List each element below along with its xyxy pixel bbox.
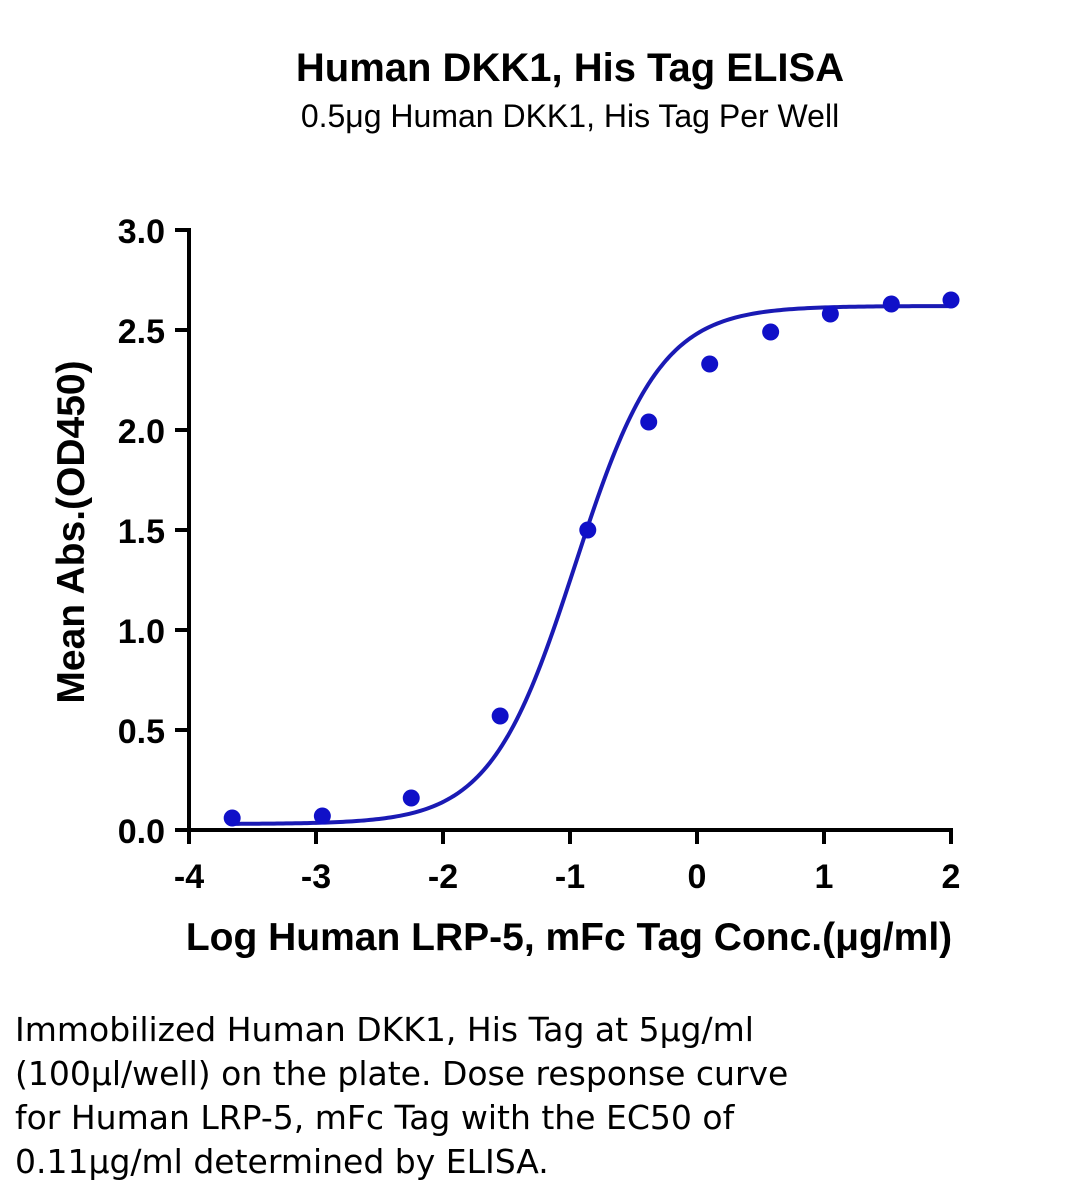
y-tick-label: 0.0 xyxy=(118,813,165,851)
y-tick-label: 1.5 xyxy=(118,513,165,551)
caption-line: Immobilized Human DKK1, His Tag at 5μg/m… xyxy=(15,1010,754,1049)
data-point xyxy=(402,789,420,807)
data-point xyxy=(579,521,597,539)
x-ticks: -4 -3 -2 -1 0 1 2 xyxy=(174,830,961,896)
caption-line: (100μl/well) on the plate. Dose response… xyxy=(15,1054,789,1093)
caption-line: for Human LRP-5, mFc Tag with the EC50 o… xyxy=(15,1098,735,1137)
x-tick-label: -3 xyxy=(301,858,331,896)
elisa-chart: 0.0 0.5 1.0 1.5 2.0 2.5 3.0 -4 -3 -2 -1 0 1 2 Log Hu… xyxy=(50,213,961,959)
y-ticks: 0.0 0.5 1.0 1.5 2.0 2.5 3.0 xyxy=(118,213,189,851)
data-point xyxy=(762,323,780,341)
x-tick-label: 2 xyxy=(942,858,961,896)
y-tick-label: 3.0 xyxy=(118,213,165,251)
data-point xyxy=(942,291,960,309)
data-point xyxy=(701,355,719,373)
chart-subtitle: 0.5μg Human DKK1, His Tag Per Well xyxy=(300,98,840,134)
data-point xyxy=(223,809,241,827)
x-axis-label: Log Human LRP-5, mFc Tag Conc.(μg/ml) xyxy=(186,916,952,959)
x-tick-label: 1 xyxy=(815,858,834,896)
y-tick-label: 2.0 xyxy=(118,413,165,451)
data-points xyxy=(223,291,960,827)
y-tick-label: 0.5 xyxy=(118,713,165,751)
y-tick-label: 2.5 xyxy=(118,313,165,351)
x-tick-label: 0 xyxy=(688,858,707,896)
x-tick-label: -1 xyxy=(555,858,585,896)
chart-title: Human DKK1, His Tag ELISA xyxy=(295,46,845,90)
data-point xyxy=(882,295,900,313)
y-axis-label: Mean Abs.(OD450) xyxy=(50,360,93,703)
caption-line: 0.11μg/ml determined by ELISA. xyxy=(15,1142,549,1181)
y-tick-label: 1.0 xyxy=(118,613,165,651)
fit-curve xyxy=(232,304,952,826)
data-point xyxy=(313,807,331,825)
figure-caption: Immobilized Human DKK1, His Tag at 5μg/m… xyxy=(15,1008,1055,1184)
data-point xyxy=(491,707,509,725)
data-point xyxy=(821,305,839,323)
x-tick-label: -2 xyxy=(428,858,458,896)
data-point xyxy=(640,413,658,431)
x-tick-label: -4 xyxy=(174,858,204,896)
